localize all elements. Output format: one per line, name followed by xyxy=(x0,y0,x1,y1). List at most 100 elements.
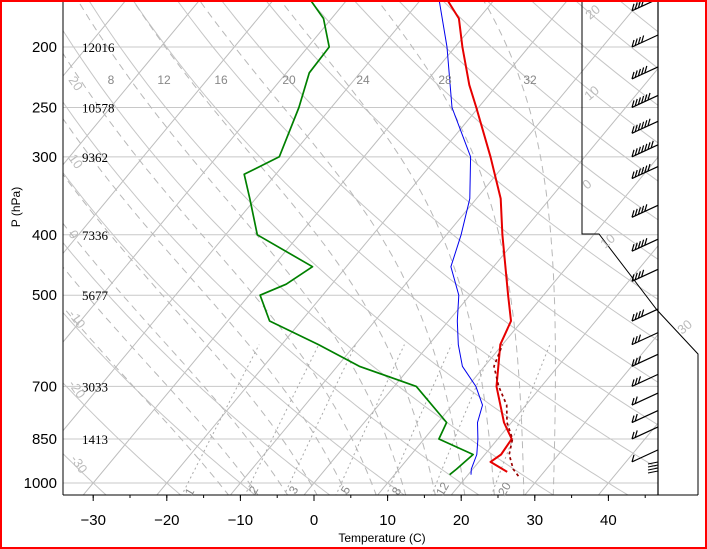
x-tick-label: −30 xyxy=(80,512,105,529)
wind-barb xyxy=(631,353,659,367)
moist-adiabat xyxy=(200,2,466,495)
wind-barb-feather xyxy=(647,92,651,101)
wind-barb-shaft xyxy=(631,268,659,282)
dry-adiabat xyxy=(310,2,698,327)
virtual-temperature-profile xyxy=(438,2,483,475)
adiabat-label: 10 xyxy=(66,151,87,171)
wind-barb-feather xyxy=(631,244,635,252)
wind-barb-feather xyxy=(650,140,654,149)
wind-barb-feather xyxy=(641,2,644,7)
adiabat-label: -30 xyxy=(68,452,91,476)
wind-barb-feather xyxy=(637,36,641,45)
wind-barb-feather xyxy=(631,359,635,367)
wind-barb xyxy=(631,118,659,134)
moist-adiabat xyxy=(133,2,436,495)
wind-barb xyxy=(631,204,659,218)
wind-barb-shaft xyxy=(631,308,659,322)
wind-barb-feather xyxy=(631,210,635,218)
mixing-ratio-line xyxy=(283,344,357,495)
wind-barb-feather xyxy=(641,35,645,43)
wind-barb-feather xyxy=(631,149,635,158)
adiabat-label: 10 xyxy=(597,231,618,252)
height-label: 12016 xyxy=(82,40,115,55)
wind-barb-feather xyxy=(634,169,638,178)
x-tick-label: −10 xyxy=(228,512,253,529)
wind-barb-feather xyxy=(641,269,645,277)
wind-barb-feather xyxy=(634,272,638,280)
pressure-label: 400 xyxy=(32,227,57,244)
adiabat-label: 20 xyxy=(66,73,87,93)
wind-barb xyxy=(631,392,659,406)
wind-barb-feather xyxy=(637,97,641,105)
wind-barb-feather xyxy=(647,163,651,172)
wind-barb xyxy=(631,373,659,387)
moist-adiabat xyxy=(63,266,259,495)
pressure-label: 300 xyxy=(32,149,57,166)
y-axis-title: P (hPa) xyxy=(9,187,23,227)
moist-adiabat-label: 16 xyxy=(214,73,228,87)
mixing-ratio-label: 12 xyxy=(433,479,452,498)
wind-barb-feather xyxy=(634,124,638,132)
pressure-label: 500 xyxy=(32,287,57,304)
isotherm-line xyxy=(303,19,698,495)
wind-barb-feather xyxy=(631,126,635,134)
pressure-label: 250 xyxy=(32,99,57,116)
wind-barb-shaft xyxy=(631,332,659,346)
wind-barb-feather xyxy=(631,3,635,11)
wind-panel-boundary xyxy=(581,2,699,495)
moist-adiabat xyxy=(378,2,525,495)
dry-adiabat xyxy=(177,2,698,450)
pressure-label: 700 xyxy=(32,378,57,395)
x-tick-label: 40 xyxy=(600,512,617,529)
moist-adiabat xyxy=(78,2,407,495)
wind-barb-feather xyxy=(637,146,641,155)
moist-adiabat-label: 20 xyxy=(282,73,296,87)
wind-barb xyxy=(631,426,659,440)
dry-adiabat xyxy=(63,241,331,495)
wind-barb-feather xyxy=(644,120,648,128)
wind-panel-background xyxy=(658,2,698,495)
wind-barbs xyxy=(581,2,699,495)
dry-adiabat xyxy=(63,452,107,495)
wind-barb-feather xyxy=(637,68,641,77)
dry-adiabat xyxy=(266,2,698,367)
x-tick-label: 30 xyxy=(526,512,543,529)
height-label: 3033 xyxy=(82,379,108,394)
isotherm-line xyxy=(524,285,698,495)
wind-barb-feather xyxy=(637,168,641,176)
mixing-ratio-line xyxy=(244,344,320,495)
pressure-label: 200 xyxy=(32,39,57,56)
wind-barb xyxy=(631,332,659,346)
wind-barb-feather xyxy=(631,431,635,440)
wind-barb-feather xyxy=(637,241,641,249)
wind-barb-feather xyxy=(641,239,645,247)
dry-adiabat xyxy=(63,29,555,495)
pressure-label: 850 xyxy=(32,431,57,448)
wind-barb-shaft xyxy=(631,373,659,387)
wind-barb-feather xyxy=(637,356,641,364)
mixing-ratio-label: 5 xyxy=(338,483,354,496)
moist-adiabat xyxy=(63,306,230,495)
mixing-ratio-line xyxy=(385,344,452,495)
wind-barb-calm xyxy=(647,461,659,474)
isotherm-line xyxy=(82,2,494,495)
wind-barb-feather xyxy=(631,337,635,345)
x-tick-label: −20 xyxy=(154,512,179,529)
dry-adiabat xyxy=(222,2,698,408)
wind-barb-feather xyxy=(647,142,651,150)
wind-barb-feather xyxy=(631,397,635,406)
wind-barb-feather xyxy=(631,274,635,282)
axes xyxy=(62,2,698,501)
wind-barb xyxy=(631,410,659,424)
mixing-ratio-label: 2 xyxy=(246,483,262,496)
wind-barb-feather xyxy=(641,309,645,317)
wind-barb xyxy=(631,163,659,180)
wind-barb xyxy=(631,2,653,12)
wind-barb-feather xyxy=(644,165,648,173)
adiabat-label: -10 xyxy=(66,307,89,331)
wind-barb-feather xyxy=(631,379,635,387)
wind-barb-feather xyxy=(644,143,648,152)
dry-adiabat xyxy=(63,382,182,495)
isotherm-line xyxy=(63,2,273,255)
